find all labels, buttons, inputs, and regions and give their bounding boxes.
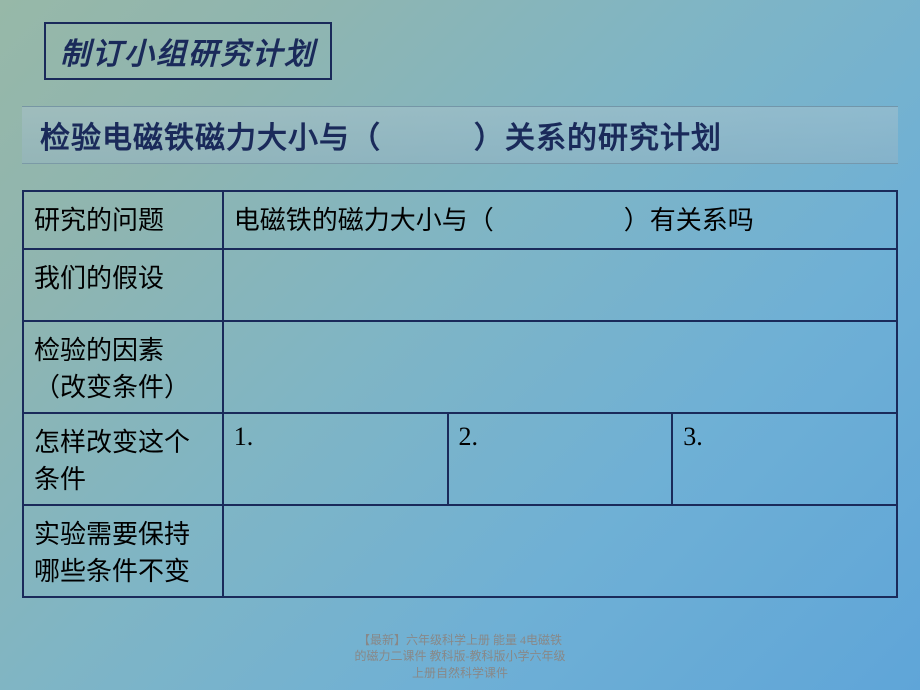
row-content: 电磁铁的磁力大小与（ ）有关系吗: [223, 191, 897, 249]
subtitle-text: 检验电磁铁磁力大小与（ ）关系的研究计划: [40, 113, 880, 157]
row-content: [223, 321, 897, 413]
table-row: 怎样改变这个条件 1. 2. 3.: [23, 413, 897, 505]
row-label: 怎样改变这个条件: [23, 413, 223, 505]
table-row: 我们的假设: [23, 249, 897, 321]
subtitle-bar: 检验电磁铁磁力大小与（ ）关系的研究计划: [22, 106, 898, 164]
row-content: [223, 249, 897, 321]
footer-line: 【最新】六年级科学上册 能量 4电磁铁: [0, 632, 920, 649]
row-col2: 2.: [448, 413, 673, 505]
row-label: 实验需要保持哪些条件不变: [23, 505, 223, 597]
table-row: 实验需要保持哪些条件不变: [23, 505, 897, 597]
footer-line: 上册自然科学课件: [0, 665, 920, 682]
table-row: 检验的因素（改变条件）: [23, 321, 897, 413]
row-col3: 3.: [672, 413, 897, 505]
title-box: 制订小组研究计划: [44, 22, 332, 80]
row-col1: 1.: [223, 413, 448, 505]
row-content: [223, 505, 897, 597]
research-plan-table: 研究的问题 电磁铁的磁力大小与（ ）有关系吗 我们的假设 检验的因素（改变条件）…: [22, 190, 898, 598]
row-label: 我们的假设: [23, 249, 223, 321]
footer-line: 的磁力二课件 教科版-教科版小学六年级: [0, 648, 920, 665]
title-text: 制订小组研究计划: [60, 29, 316, 73]
row-label: 研究的问题: [23, 191, 223, 249]
footer: 【最新】六年级科学上册 能量 4电磁铁 的磁力二课件 教科版-教科版小学六年级 …: [0, 632, 920, 682]
row-label: 检验的因素（改变条件）: [23, 321, 223, 413]
table-row: 研究的问题 电磁铁的磁力大小与（ ）有关系吗: [23, 191, 897, 249]
